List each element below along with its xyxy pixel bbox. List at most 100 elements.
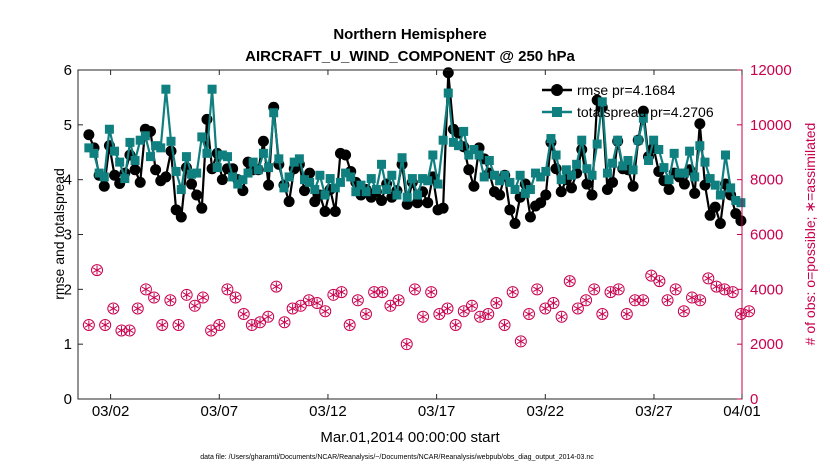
spread-point bbox=[351, 187, 361, 197]
spread-point bbox=[325, 174, 335, 184]
rmse-point bbox=[540, 189, 552, 201]
obs-assimilated-point bbox=[272, 282, 281, 292]
obs-possible-point bbox=[294, 299, 307, 312]
spread-point bbox=[510, 185, 520, 195]
spread-point bbox=[479, 172, 489, 182]
rmse-point bbox=[704, 209, 716, 221]
obs-possible-point bbox=[91, 264, 104, 277]
spread-point bbox=[361, 187, 371, 197]
obs-assimilated-point bbox=[198, 293, 208, 303]
x-axis-label: Mar.01,2014 00:00:00 start bbox=[320, 429, 500, 446]
rmse-point bbox=[98, 180, 110, 192]
spread-point bbox=[228, 172, 238, 182]
obs-assimilated-point bbox=[663, 295, 672, 305]
obs-assimilated-point bbox=[614, 284, 623, 294]
obs-assimilated-point bbox=[655, 276, 664, 286]
rmse-point bbox=[494, 189, 506, 201]
obs-possible-point bbox=[368, 286, 381, 299]
spread-point bbox=[608, 158, 618, 168]
obs-possible-point bbox=[270, 280, 283, 293]
spread-point bbox=[602, 168, 612, 178]
obs-assimilated-point bbox=[247, 320, 257, 330]
spread-point bbox=[330, 183, 340, 193]
spread-point bbox=[274, 154, 284, 164]
spread-point bbox=[161, 84, 171, 94]
obs-assimilated-point bbox=[378, 287, 387, 297]
spread-point bbox=[89, 148, 99, 158]
obs-assimilated-point bbox=[361, 309, 371, 319]
obs-assimilated-point bbox=[125, 325, 134, 335]
spread-point bbox=[500, 170, 510, 180]
obs-assimilated-point bbox=[239, 309, 248, 319]
spread-point bbox=[341, 168, 351, 178]
spread-point bbox=[520, 188, 530, 198]
obs-possible-point bbox=[115, 324, 128, 337]
obs-possible-point bbox=[156, 318, 169, 331]
spread-point bbox=[207, 84, 217, 94]
obs-possible-point bbox=[588, 283, 601, 296]
obs-possible-point bbox=[743, 305, 756, 318]
obs-assimilated-point bbox=[394, 295, 403, 305]
obs-assimilated-point bbox=[565, 276, 574, 286]
spread-point bbox=[356, 180, 366, 190]
obs-possible-point bbox=[726, 286, 739, 299]
spread-point bbox=[551, 150, 561, 160]
spread-point bbox=[515, 170, 525, 180]
spread-point bbox=[705, 174, 715, 184]
spread-point bbox=[428, 150, 438, 160]
x-tick-label: 03/02 bbox=[92, 403, 130, 420]
obs-possible-point bbox=[734, 308, 747, 321]
rmse-point bbox=[191, 189, 203, 201]
spread-point bbox=[577, 135, 587, 145]
obs-assimilated-point bbox=[296, 301, 305, 311]
rmse-point bbox=[504, 204, 516, 216]
obs-possible-point bbox=[645, 269, 658, 282]
spread-point bbox=[181, 152, 191, 162]
spread-point bbox=[561, 165, 571, 175]
obs-possible-point bbox=[686, 291, 699, 304]
spread-point bbox=[202, 148, 212, 158]
obs-assimilated-point bbox=[402, 339, 411, 349]
spread-point bbox=[125, 137, 135, 147]
obs-possible-point bbox=[351, 294, 364, 307]
obs-possible-point bbox=[237, 308, 250, 321]
obs-assimilated-point bbox=[84, 320, 94, 330]
left-y-tick-label: 6 bbox=[64, 62, 72, 79]
obs-possible-point bbox=[180, 288, 193, 301]
obs-assimilated-point bbox=[541, 304, 550, 314]
spread-point bbox=[418, 174, 428, 184]
spread-point bbox=[140, 131, 150, 141]
spread-point bbox=[94, 168, 104, 178]
rmse-point bbox=[283, 196, 295, 208]
spread-point bbox=[120, 174, 130, 184]
obs-possible-point bbox=[188, 299, 201, 312]
spread-point bbox=[587, 170, 597, 180]
spread-point bbox=[371, 185, 381, 195]
spread-point bbox=[700, 157, 710, 167]
obs-possible-point bbox=[82, 318, 95, 331]
rmse-point bbox=[555, 186, 567, 198]
rmse-spread-series bbox=[83, 67, 747, 230]
spread-point bbox=[243, 168, 253, 178]
spread-point bbox=[151, 141, 161, 151]
rmse-point bbox=[160, 171, 172, 183]
spread-point bbox=[433, 179, 443, 189]
rmse-point bbox=[627, 180, 639, 192]
obs-assimilated-point bbox=[728, 287, 737, 297]
rmse-point bbox=[586, 189, 598, 201]
spread-point bbox=[294, 154, 304, 164]
left-y-axis: 0 1 2 3 4 5 6 bbox=[64, 62, 83, 408]
left-y-tick-label: 1 bbox=[64, 336, 72, 353]
obs-possible-point bbox=[637, 294, 650, 307]
obs-assimilated-point bbox=[622, 309, 631, 319]
spread-point bbox=[541, 166, 551, 176]
obs-assimilated-point bbox=[590, 284, 599, 294]
spread-point bbox=[346, 172, 356, 182]
obs-assimilated-point bbox=[174, 320, 183, 330]
spread-point bbox=[638, 113, 648, 123]
obs-assimilated-point bbox=[101, 320, 110, 330]
right-y-tick-label: 10000 bbox=[750, 117, 792, 134]
obs-assimilated-point bbox=[516, 336, 526, 346]
spread-point bbox=[310, 185, 320, 195]
